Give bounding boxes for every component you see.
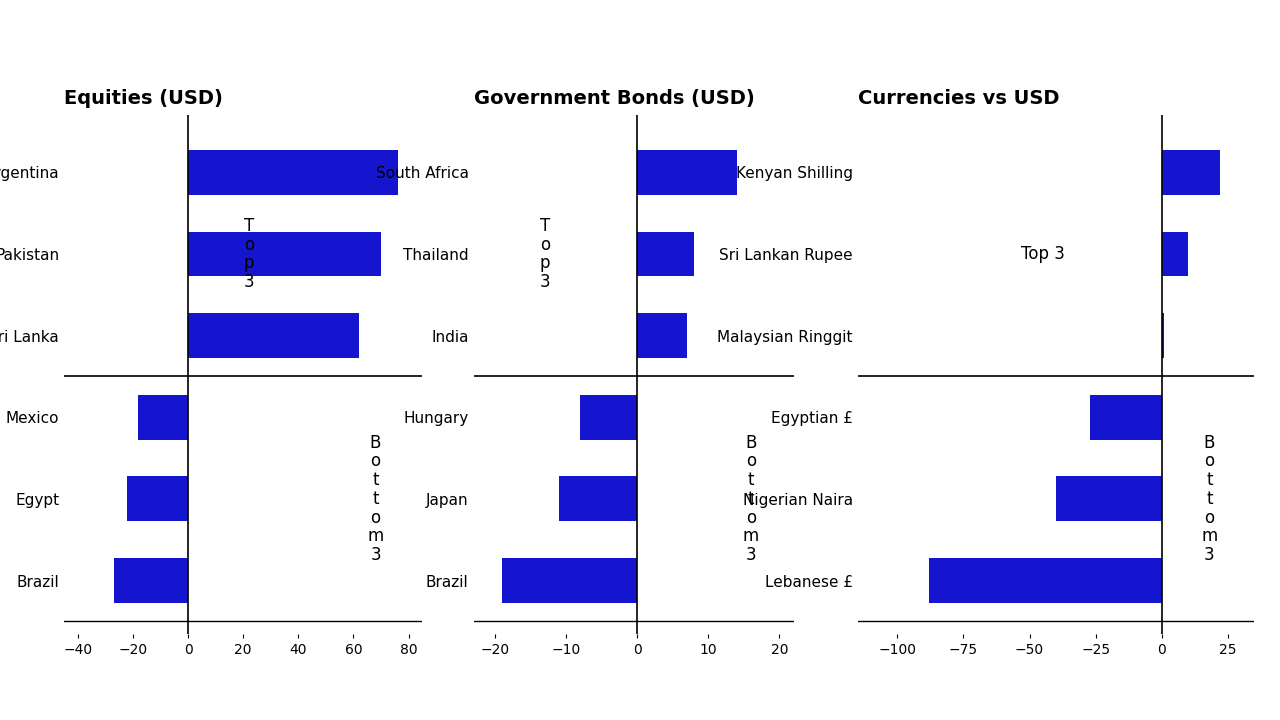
- Text: T
o
p
3: T o p 3: [243, 217, 253, 291]
- Bar: [1162, 232, 1188, 276]
- Bar: [580, 395, 637, 440]
- Bar: [1162, 313, 1165, 358]
- Text: B
o
t
t
o
m
3: B o t t o m 3: [742, 433, 759, 564]
- Bar: [188, 313, 358, 358]
- Bar: [114, 558, 188, 603]
- Bar: [559, 477, 637, 521]
- Bar: [1091, 395, 1162, 440]
- Bar: [128, 477, 188, 521]
- Text: Government Bonds (USD): Government Bonds (USD): [474, 89, 754, 108]
- Text: B
o
t
t
o
m
3: B o t t o m 3: [367, 433, 384, 564]
- Text: B
o
t
t
o
m
3: B o t t o m 3: [1202, 433, 1217, 564]
- Bar: [929, 558, 1162, 603]
- Bar: [637, 232, 694, 276]
- Bar: [138, 395, 188, 440]
- Bar: [502, 558, 637, 603]
- Text: Top 3: Top 3: [1021, 245, 1065, 263]
- Bar: [637, 313, 687, 358]
- Text: Equities (USD): Equities (USD): [64, 89, 223, 108]
- Text: T
o
p
3: T o p 3: [539, 217, 550, 291]
- Bar: [188, 150, 398, 195]
- Text: Currencies vs USD: Currencies vs USD: [858, 89, 1059, 108]
- Bar: [637, 150, 737, 195]
- Bar: [188, 232, 381, 276]
- Bar: [1162, 150, 1220, 195]
- Bar: [1056, 477, 1162, 521]
